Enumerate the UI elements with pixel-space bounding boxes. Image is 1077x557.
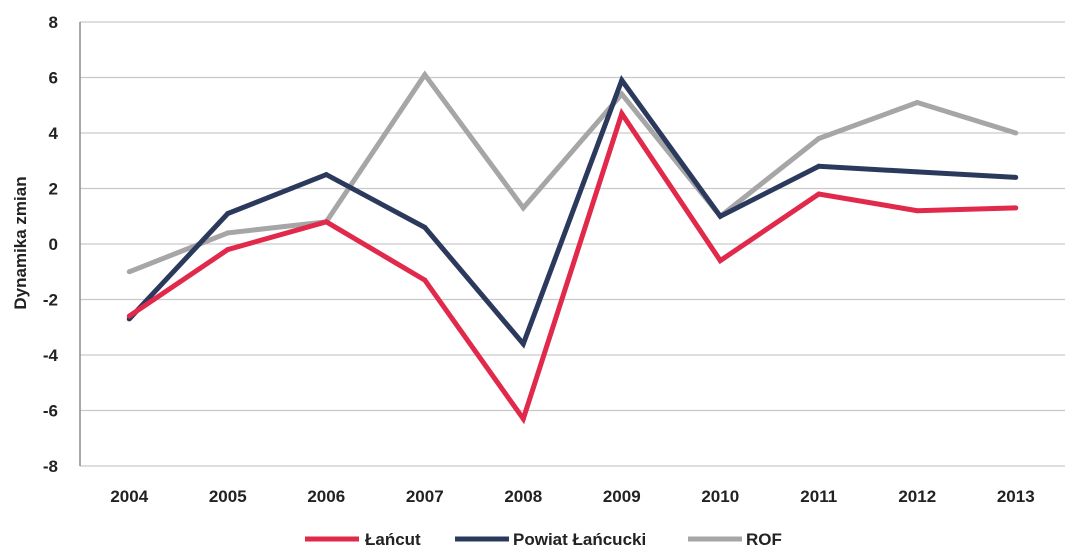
- data-point: [717, 213, 723, 219]
- x-tick-label: 2013: [997, 487, 1035, 506]
- data-point: [914, 99, 920, 105]
- x-tick-label: 2009: [603, 487, 641, 506]
- data-point: [619, 77, 625, 83]
- y-tick-label: 8: [49, 13, 58, 32]
- data-point: [717, 258, 723, 264]
- y-axis-label: Dynamika zmian: [11, 176, 30, 309]
- gridlines: [80, 21, 1065, 467]
- series-lines: [126, 70, 1019, 425]
- x-tick-labels: 2004 2005 2006 2007 2008 2009 2010 2011 2012 2013: [110, 487, 1034, 506]
- legend-label: Powiat Łańcucki: [513, 530, 646, 549]
- data-point: [520, 416, 526, 422]
- data-point: [520, 205, 526, 211]
- data-point: [225, 230, 231, 236]
- data-point: [816, 136, 822, 142]
- series-line-1: [127, 75, 1016, 349]
- y-tick-label: 4: [49, 124, 59, 143]
- data-point: [126, 313, 132, 319]
- x-tick-label: 2006: [307, 487, 345, 506]
- y-tick-labels: 8 6 4 2 0 -2 -4 -6 -8: [43, 13, 59, 476]
- series-line-0: [127, 107, 1016, 425]
- x-tick-label: 2011: [800, 487, 837, 506]
- x-tick-label: 2008: [504, 487, 542, 506]
- y-tick-label: -8: [43, 457, 58, 476]
- legend-label: Łańcut: [365, 530, 421, 549]
- x-tick-label: 2010: [701, 487, 739, 506]
- data-point: [323, 219, 329, 225]
- data-point: [422, 224, 428, 230]
- data-point: [225, 210, 231, 216]
- y-tick-label: -2: [43, 291, 58, 310]
- data-point: [323, 172, 329, 178]
- y-tick-label: 2: [49, 180, 58, 199]
- y-tick-label: -6: [43, 402, 58, 421]
- data-point: [914, 169, 920, 175]
- data-point: [914, 208, 920, 214]
- data-point: [1013, 205, 1019, 211]
- x-tick-label: 2005: [209, 487, 247, 506]
- legend: Łańcut Powiat Łańcucki ROF: [305, 530, 782, 549]
- data-point: [1013, 174, 1019, 180]
- series-line-2: [128, 70, 1017, 275]
- data-point: [126, 269, 132, 275]
- data-point: [816, 163, 822, 169]
- legend-label: ROF: [746, 530, 782, 549]
- data-point: [619, 111, 625, 117]
- x-tick-label: 2004: [110, 487, 148, 506]
- y-tick-label: -4: [43, 346, 59, 365]
- data-point: [619, 91, 625, 97]
- y-tick-label: 6: [49, 69, 58, 88]
- x-tick-label: 2007: [406, 487, 444, 506]
- data-point: [520, 341, 526, 347]
- data-point: [422, 277, 428, 283]
- y-tick-label: 0: [49, 235, 58, 254]
- data-point: [1013, 130, 1019, 136]
- data-point: [225, 247, 231, 253]
- data-point: [422, 72, 428, 78]
- x-tick-label: 2012: [898, 487, 936, 506]
- data-point: [816, 191, 822, 197]
